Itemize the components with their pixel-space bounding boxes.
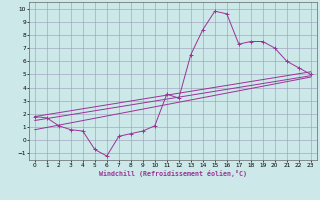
X-axis label: Windchill (Refroidissement éolien,°C): Windchill (Refroidissement éolien,°C) — [99, 170, 247, 177]
